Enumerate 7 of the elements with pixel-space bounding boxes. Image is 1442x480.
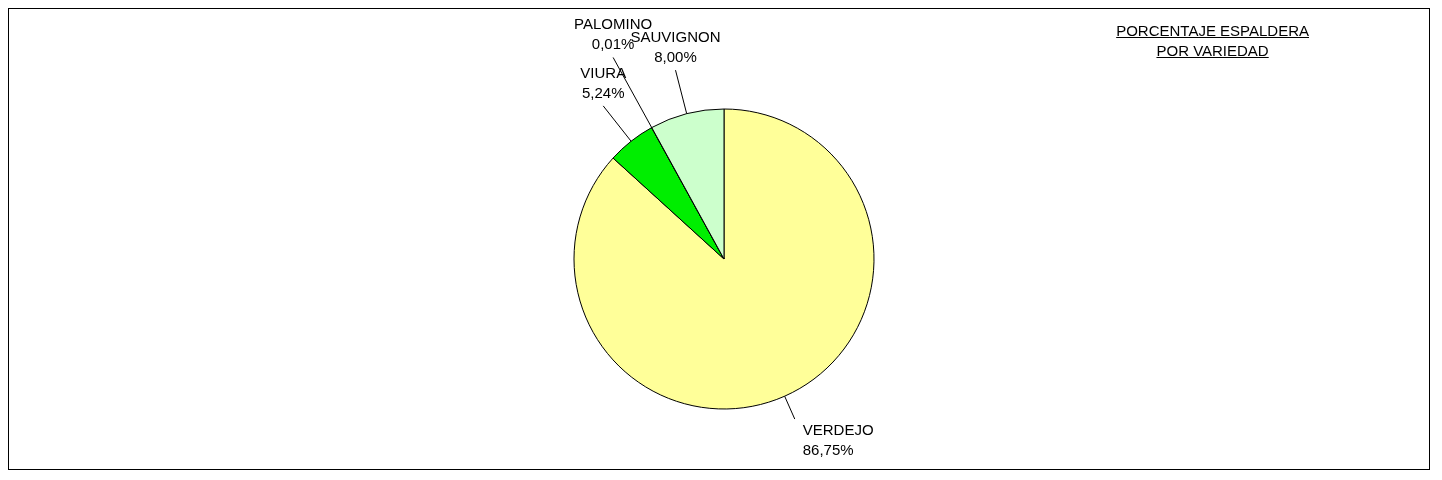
data-label: 86,75%	[802, 441, 854, 459]
slice-label: PALOMINO	[574, 15, 653, 33]
text: PORCENTAJE ESPALDERA POR VARIEDAD	[1116, 21, 1309, 61]
data-label: 5,24%	[581, 83, 625, 101]
data-label: 8,00%	[654, 48, 697, 66]
slice-label: VERDEJO	[802, 421, 874, 439]
slice-label: VIURA	[580, 63, 627, 81]
